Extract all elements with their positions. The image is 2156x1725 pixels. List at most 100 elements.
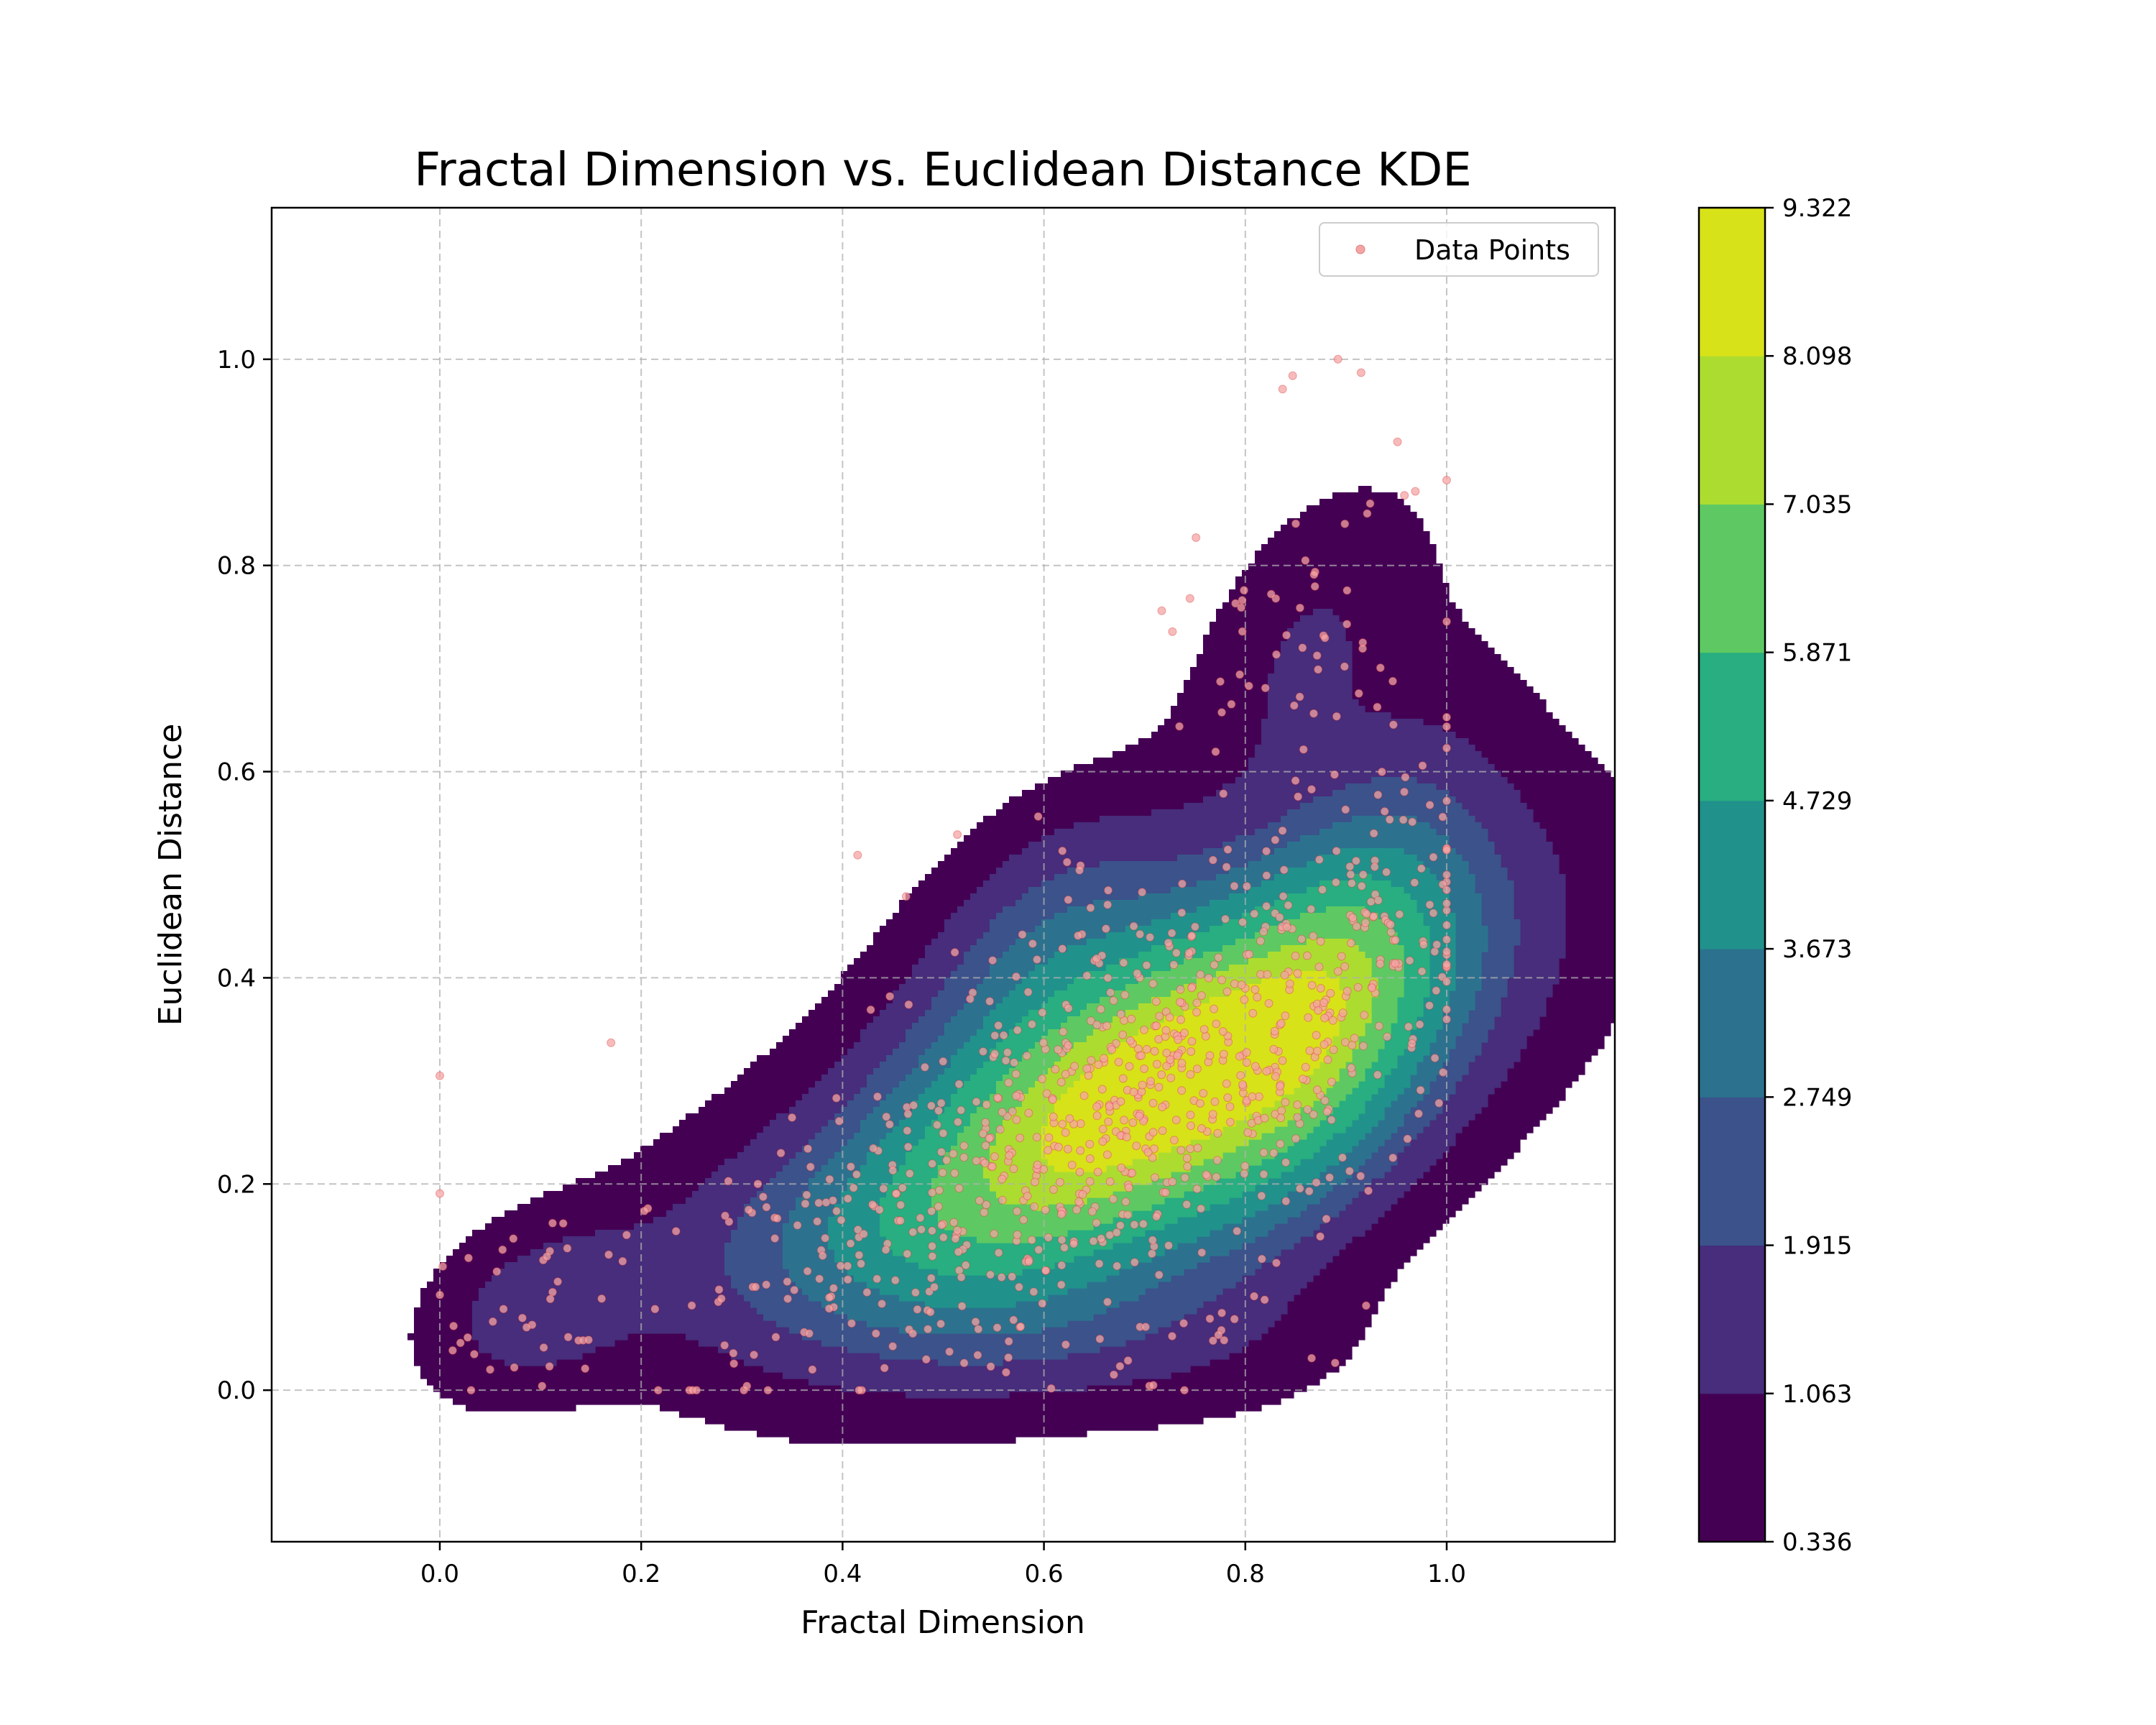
data-point xyxy=(1434,1098,1444,1108)
data-point xyxy=(1279,865,1289,875)
data-point xyxy=(1425,801,1434,809)
data-point xyxy=(1297,934,1307,944)
data-point xyxy=(1196,1099,1204,1108)
data-point xyxy=(1248,1008,1258,1018)
data-point xyxy=(1162,1062,1171,1071)
data-point xyxy=(1417,967,1427,976)
data-point xyxy=(1016,1322,1026,1331)
data-point xyxy=(1135,929,1145,939)
data-point xyxy=(1442,935,1451,944)
data-point xyxy=(1222,1079,1231,1088)
data-point xyxy=(1102,1021,1112,1031)
data-point xyxy=(1012,1091,1021,1100)
data-point xyxy=(1245,949,1254,959)
colorbar-tick-label: 4.729 xyxy=(1782,787,1852,816)
data-point xyxy=(1003,1048,1012,1057)
data-point xyxy=(1230,881,1239,891)
data-point xyxy=(724,1177,733,1186)
data-point xyxy=(1128,1169,1137,1177)
data-point xyxy=(1240,1169,1249,1178)
data-point xyxy=(1242,1058,1251,1067)
data-point xyxy=(545,1294,555,1304)
data-point xyxy=(1082,971,1092,980)
data-point xyxy=(834,1116,844,1126)
data-point xyxy=(548,1218,557,1228)
data-point xyxy=(1182,1154,1192,1163)
data-point xyxy=(1138,1080,1147,1090)
data-point xyxy=(1069,1119,1079,1128)
data-point xyxy=(815,1274,824,1284)
data-point xyxy=(1152,1021,1161,1031)
data-point xyxy=(1117,1163,1126,1172)
data-point xyxy=(1157,1070,1166,1080)
data-point xyxy=(1223,1093,1233,1103)
data-point xyxy=(622,1230,631,1240)
data-point xyxy=(995,1125,1005,1134)
x-tick-label: 0.8 xyxy=(1226,1560,1265,1588)
y-tick-label: 0.6 xyxy=(217,758,256,787)
data-point xyxy=(1164,1241,1174,1250)
data-point xyxy=(1432,940,1442,949)
data-point xyxy=(1322,1214,1331,1223)
data-point xyxy=(953,830,962,840)
data-point xyxy=(1276,1113,1286,1123)
y-tick-label: 0.2 xyxy=(217,1170,256,1199)
data-point xyxy=(1278,826,1287,835)
data-point xyxy=(1442,947,1451,956)
data-point xyxy=(954,1247,963,1256)
data-point xyxy=(939,1057,948,1066)
data-point xyxy=(1388,720,1398,730)
data-point xyxy=(1063,1144,1072,1154)
data-point xyxy=(1130,1258,1139,1267)
data-point xyxy=(1185,594,1194,603)
data-point xyxy=(1442,899,1451,908)
data-point xyxy=(1158,1126,1167,1136)
data-point xyxy=(1112,1228,1121,1237)
data-point xyxy=(1218,1027,1227,1036)
data-point xyxy=(1314,665,1323,674)
data-point xyxy=(1101,924,1110,934)
data-point xyxy=(1171,948,1181,957)
data-point xyxy=(1326,989,1335,998)
data-point xyxy=(1013,1207,1022,1216)
data-point xyxy=(1330,770,1339,779)
data-point xyxy=(1093,1167,1102,1177)
data-point xyxy=(1425,900,1434,909)
data-point xyxy=(1391,959,1400,968)
data-point xyxy=(985,997,995,1006)
data-point xyxy=(953,1225,962,1235)
data-point xyxy=(1376,663,1385,673)
data-point xyxy=(1151,1173,1159,1182)
data-point xyxy=(971,1317,980,1326)
data-point xyxy=(1373,896,1383,905)
data-point xyxy=(1291,1134,1301,1144)
data-point xyxy=(1118,1030,1128,1039)
data-point xyxy=(859,1229,868,1238)
data-point xyxy=(1064,895,1073,904)
data-point xyxy=(1319,998,1329,1007)
data-point xyxy=(1105,1102,1114,1111)
data-point xyxy=(1028,939,1037,948)
data-point xyxy=(1168,1177,1177,1187)
data-point xyxy=(1103,900,1112,909)
data-point xyxy=(1024,1257,1033,1266)
data-point xyxy=(753,1179,763,1189)
data-point xyxy=(903,1249,912,1259)
data-point xyxy=(1271,1072,1280,1081)
data-point xyxy=(1419,940,1428,949)
data-point xyxy=(1119,958,1128,967)
data-point xyxy=(1176,1146,1186,1155)
data-point xyxy=(1233,1226,1242,1236)
data-point xyxy=(909,1100,918,1110)
data-point xyxy=(1062,857,1072,867)
data-point xyxy=(1323,1055,1332,1064)
data-point xyxy=(1138,1219,1148,1228)
chart-title: Fractal Dimension vs. Euclidean Distance… xyxy=(414,144,1472,197)
data-point xyxy=(927,1188,936,1197)
data-point xyxy=(875,1205,884,1215)
data-point xyxy=(1204,973,1213,983)
data-point xyxy=(916,1213,925,1223)
x-axis-ticks: 0.0 0.2 0.4 0.6 0.8 1.0 xyxy=(420,1542,1466,1588)
data-point xyxy=(998,1108,1007,1117)
data-point xyxy=(992,1323,1002,1333)
